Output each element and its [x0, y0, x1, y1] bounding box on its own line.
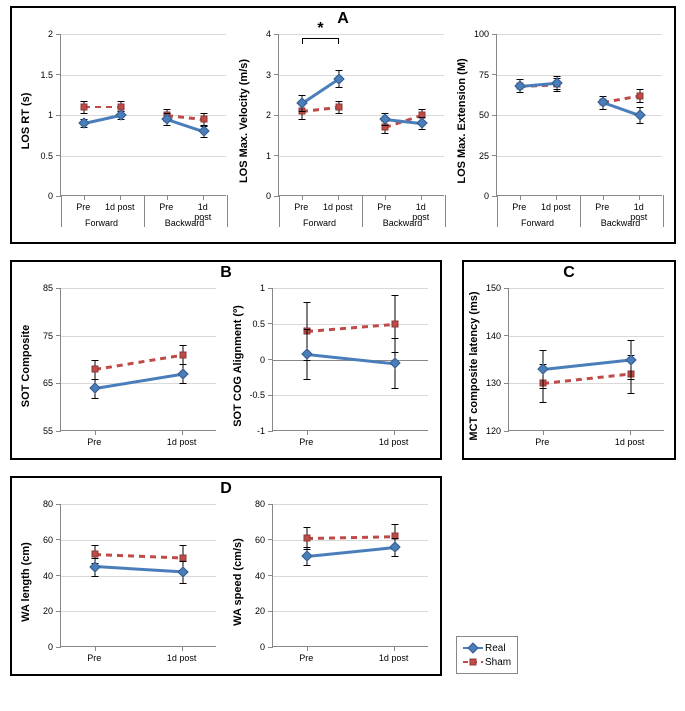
- chart-mct-latency: 120130140150MCT composite latency (ms)Pr…: [470, 280, 670, 455]
- legend: Real Sham: [456, 636, 518, 674]
- plot-area: [60, 34, 226, 196]
- legend-sham-label: Sham: [485, 657, 511, 668]
- plot-area: *: [278, 34, 444, 196]
- legend-sham: Sham: [463, 655, 511, 669]
- panel-d: D 020406080WA length (cm)Pre1d post 0204…: [10, 476, 442, 676]
- chart-los-velocity: *01234LOS Max. Velocity (m/s)ForwardBack…: [240, 26, 450, 236]
- plot-area: [272, 288, 428, 431]
- chart-los-rt: 00.511.52LOS RT (s)ForwardBackwardPre1d …: [22, 26, 232, 236]
- plot-area: [496, 34, 662, 196]
- plot-area: [60, 288, 216, 431]
- panel-b: B 55657585SOT CompositePre1d post -1-0.5…: [10, 260, 442, 460]
- chart-sot-cog: -1-0.500.51SOT COG Alignment (º)Pre1d po…: [234, 280, 434, 455]
- panel-c: C 120130140150MCT composite latency (ms)…: [462, 260, 676, 460]
- plot-area: [60, 504, 216, 647]
- chart-los-extension: 0255075100LOS Max. Extension (M)ForwardB…: [458, 26, 668, 236]
- plot-area: [508, 288, 664, 431]
- legend-real-label: Real: [485, 643, 506, 654]
- plot-area: [272, 504, 428, 647]
- legend-real: Real: [463, 641, 511, 655]
- chart-sot-composite: 55657585SOT CompositePre1d post: [22, 280, 222, 455]
- chart-wa-speed: 020406080WA speed (cm/s)Pre1d post: [234, 496, 434, 671]
- chart-wa-length: 020406080WA length (cm)Pre1d post: [22, 496, 222, 671]
- panel-a: A 00.511.52LOS RT (s)ForwardBackwardPre1…: [10, 6, 676, 244]
